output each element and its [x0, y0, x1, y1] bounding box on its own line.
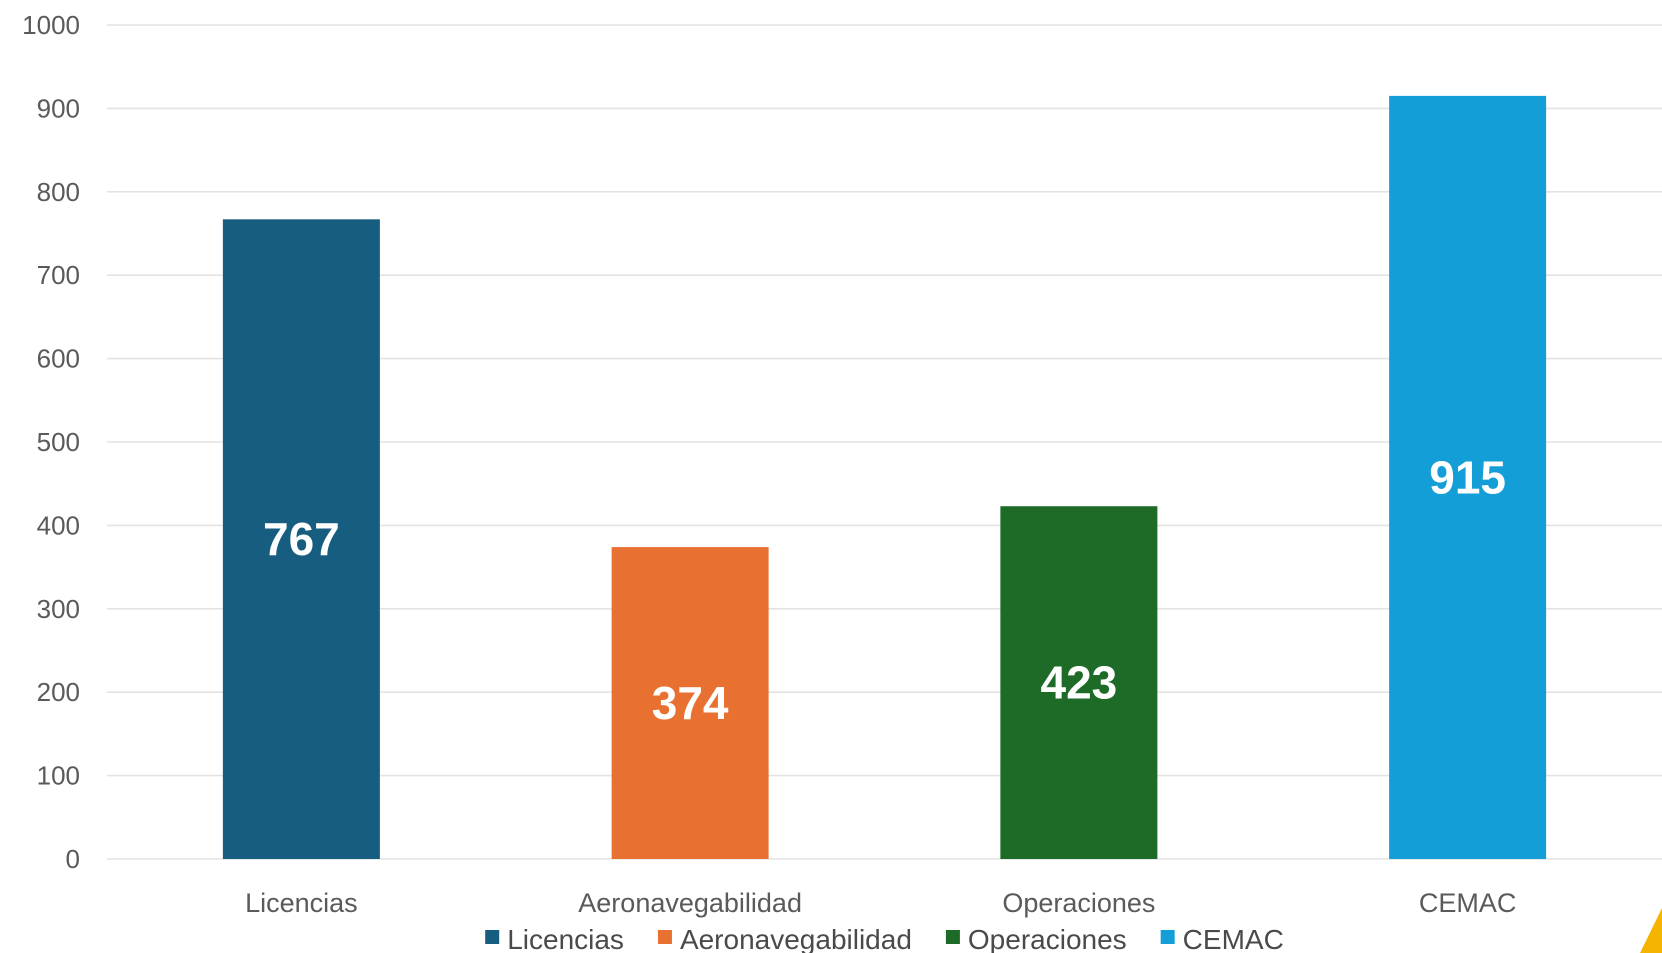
- y-tick-label: 700: [37, 260, 80, 290]
- y-tick-label: 500: [37, 427, 80, 457]
- y-tick-label: 0: [66, 844, 80, 874]
- bar-operaciones: [1000, 506, 1158, 859]
- x-tick-label: Licencias: [245, 888, 358, 918]
- y-tick-label: 100: [37, 761, 80, 791]
- bar-licencias: [222, 219, 380, 859]
- legend: Licencias Aeronavegabilidad Operaciones CEM…: [485, 924, 1284, 953]
- bars: [222, 95, 1547, 859]
- data-label: 915: [1429, 451, 1506, 503]
- y-tick-label: 1000: [22, 10, 80, 40]
- x-tick-label: CEMAC: [1419, 888, 1517, 918]
- y-tick-label: 900: [37, 93, 80, 123]
- data-label: 423: [1041, 657, 1118, 709]
- legend-label: Operaciones: [968, 924, 1127, 953]
- y-tick-label: 600: [37, 344, 80, 374]
- y-tick-label: 800: [37, 177, 80, 207]
- x-axis-ticks: Licencias Aeronavegabilidad Operaciones CEM…: [245, 888, 1516, 918]
- legend-label: Licencias: [507, 924, 624, 953]
- y-tick-label: 400: [37, 510, 80, 540]
- legend-label: CEMAC: [1183, 924, 1284, 953]
- x-tick-label: Aeronavegabilidad: [578, 888, 802, 918]
- legend-swatch: [657, 930, 672, 944]
- legend-label: Aeronavegabilidad: [680, 924, 912, 953]
- y-tick-label: 300: [37, 594, 80, 624]
- corner-accent-shape: [1640, 908, 1662, 953]
- data-label: 374: [652, 677, 729, 729]
- legend-swatch: [1160, 930, 1175, 944]
- data-label: 767: [263, 513, 340, 565]
- bar-cemac: [1389, 95, 1547, 859]
- y-axis-ticks: 0 100 200 300 400 500 600 700 800 900 1000: [22, 10, 80, 874]
- y-tick-label: 200: [37, 677, 80, 707]
- legend-swatch: [485, 930, 500, 944]
- legend-swatch: [945, 930, 960, 944]
- x-tick-label: Operaciones: [1002, 888, 1155, 918]
- data-labels: 767 374 423 915: [263, 451, 1506, 729]
- bar-aeronavegabilidad: [611, 547, 769, 859]
